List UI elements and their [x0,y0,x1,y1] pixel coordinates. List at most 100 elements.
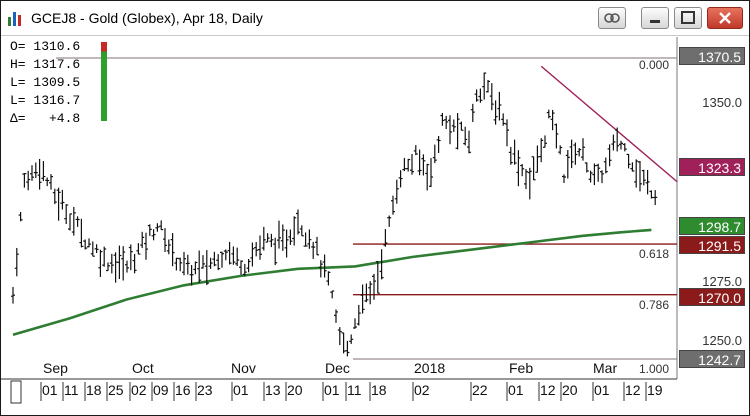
ohlc-bar [474,89,479,102]
ohlc-bar [147,224,152,236]
ohlc-bar [436,136,441,153]
ohlc-bar [641,169,646,186]
ohlc-bar [155,223,160,232]
ohlc-bar [470,103,475,123]
downtrend-line [540,65,678,183]
ohlc-bar [117,245,122,279]
ohlc-bar [269,233,274,248]
ohlc-bar [299,225,304,237]
ohlc-change: Δ= +4.8 [10,111,81,126]
ohlc-bar [128,244,133,271]
ohlc-bar [516,150,521,187]
ohlc-bar [638,161,642,192]
ohlc-bar [208,257,213,269]
ohlc-bar [292,216,297,246]
ohlc-bar [102,246,107,267]
fib-label-618: 0.618 [639,247,670,261]
date-label: 13 [265,382,281,398]
ohlc-bar [505,119,509,147]
ohlc-bar [455,113,460,150]
ohlc-bar [607,144,612,167]
month-label: Dec [325,360,350,376]
ohlc-bar [417,149,422,176]
ohlc-bar [546,109,551,119]
ohlc-bar [649,190,654,199]
month-label: Nov [231,360,256,376]
ohlc-bar [189,264,194,286]
ohlc-bar [307,229,312,249]
ohlc-bar [49,174,53,190]
ohlc-bar [429,158,433,187]
fib-label-0: 0.000 [639,58,670,72]
ohlc-bar [185,254,190,275]
date-label: 01 [594,382,610,398]
ohlc-bar [258,235,262,260]
ohlc-bar [52,188,57,205]
ohlc-bar [565,149,570,179]
ohlc-bar [106,262,110,272]
ohlc-low: L= 1309.5 [10,75,81,90]
window-title: GCEJ8 - Gold (Globex), Apr 18, Daily [31,10,263,26]
date-label: 09 [153,382,169,398]
ohlc-bar [596,163,601,182]
ohlc-high: H= 1317.6 [10,57,81,72]
ohlc-bar [98,249,103,277]
plot-area [9,37,677,359]
date-label: 18 [371,382,387,398]
ohlc-bar [356,304,361,326]
ohlc-bar [60,189,65,210]
price-label-low: 1242.7 [679,350,745,368]
ohlc-bar [337,327,342,346]
ohlc-bar [531,156,536,181]
ohlc-bar [315,236,319,256]
ohlc-bar [41,161,46,182]
ohlc-bar [501,113,506,126]
ohlc-bar [619,140,623,150]
price-label-fib-618: 1291.5 [679,236,745,254]
ohlc-bar [132,253,137,274]
ohlc-bar [284,229,289,258]
ohlc-bar [581,138,585,161]
ohlc-bar [261,226,266,251]
ohlc-bar [562,174,566,184]
link-icon[interactable] [598,7,626,29]
ohlc-bar [212,251,217,267]
price-label-high: 1370.5 [679,47,745,65]
chart-app-icon [8,12,21,26]
maximize-icon[interactable] [674,7,702,29]
ohlc-bar [22,172,27,188]
ohlc-bar [489,83,494,111]
ohlc-bar [125,260,129,273]
ohlc-bar [45,177,50,187]
date-label: 01 [324,382,340,398]
ohlc-bar [478,88,483,103]
date-label: 02 [414,382,430,398]
ohlc-bar [626,153,631,169]
date-label: 02 [131,382,147,398]
ohlc-bar [109,253,114,274]
ohlc-bar [18,212,23,222]
price-tick: 1350.0 [702,95,742,110]
ohlc-bar [345,340,350,357]
ohlc-bar [421,154,426,176]
close-icon[interactable] [707,7,743,29]
time-axis-scroll-box [10,380,22,404]
ohlc-bar [577,148,582,157]
ohlc-bar [163,228,167,253]
minimize-icon[interactable] [641,7,669,29]
ohlc-bar [239,260,243,275]
ohlc-bar [508,146,513,165]
ohlc-bar [113,252,118,283]
ohlc-bar [216,254,221,271]
ohlc-bar [611,134,616,151]
ohlc-bar [144,232,148,260]
ohlc-bar [277,220,281,249]
month-label: Oct [132,360,154,376]
date-label: 23 [197,382,213,398]
ohlc-bar [520,164,525,177]
date-label: 20 [287,382,303,398]
date-label: 12 [625,382,641,398]
ohlc-bar [242,263,247,277]
